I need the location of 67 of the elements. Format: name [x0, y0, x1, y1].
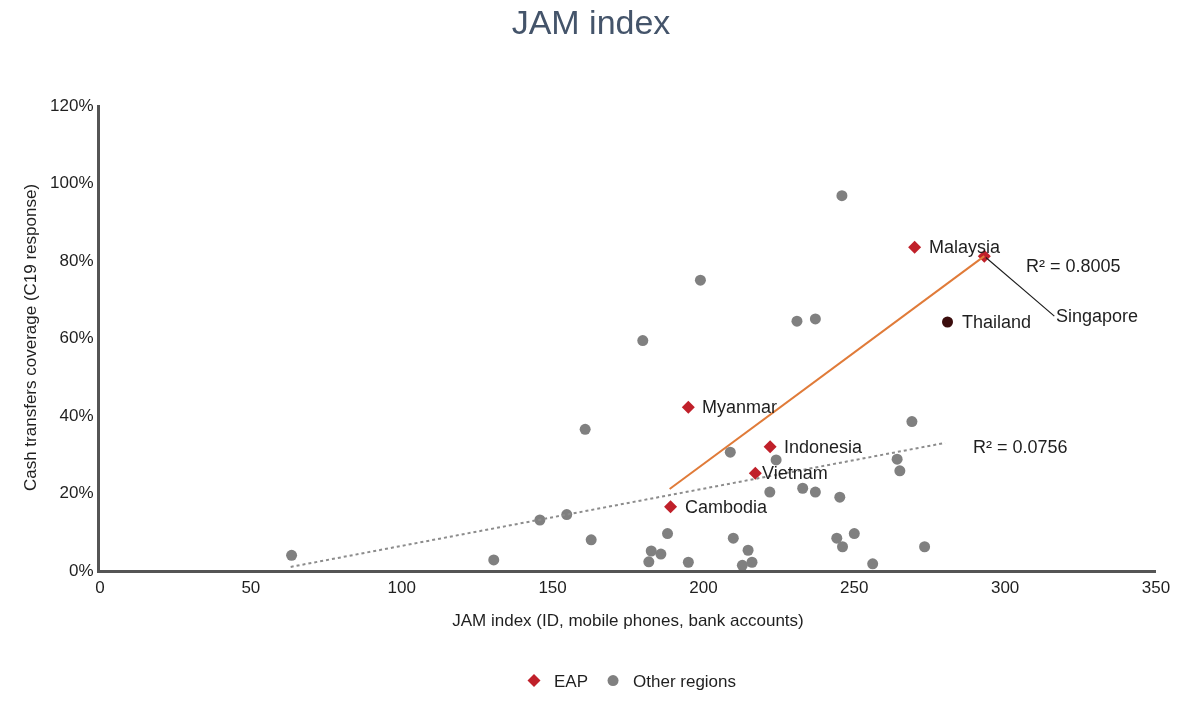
- point: [809, 486, 821, 498]
- y-axis-title: Cash transfers coverage (C19 response): [20, 183, 40, 492]
- point: [848, 528, 860, 540]
- point: [742, 544, 754, 556]
- point: [724, 446, 736, 458]
- x-tick-label: 200: [689, 578, 718, 598]
- point: [836, 190, 848, 202]
- point: [791, 315, 803, 327]
- annotation: R² = 0.8005: [1026, 256, 1121, 276]
- x-tick-label: 50: [241, 578, 261, 598]
- point: [831, 532, 843, 544]
- x-tick-label: 250: [840, 578, 869, 598]
- annotation: Vietnam: [762, 463, 828, 483]
- x-axis-title: JAM index (ID, mobile phones, bank accounts): [452, 610, 804, 630]
- legend-label: Other regions: [633, 672, 737, 692]
- annotation: Indonesia: [784, 437, 864, 457]
- point: [682, 556, 694, 568]
- point: [942, 316, 954, 328]
- point: [809, 313, 821, 325]
- point: [727, 532, 739, 544]
- y-tick-label: 40%: [59, 405, 94, 425]
- point: [655, 548, 667, 560]
- x-tick-label: 0: [95, 578, 105, 598]
- point: [891, 453, 903, 465]
- x-tick-label: 150: [538, 578, 567, 598]
- legend-label: EAP: [554, 672, 589, 692]
- point: [908, 240, 922, 254]
- y-tick-label: 60%: [59, 328, 94, 348]
- chart-title: JAM index: [511, 3, 671, 42]
- y-tick-label: 20%: [59, 483, 94, 503]
- point: [579, 423, 591, 435]
- point: [748, 466, 762, 480]
- point: [585, 534, 597, 546]
- point: [736, 559, 748, 571]
- y-tick-label: 0%: [69, 560, 94, 580]
- point: [919, 541, 931, 553]
- annotation: Singapore: [1056, 306, 1139, 326]
- point: [746, 556, 758, 568]
- point: [894, 465, 906, 477]
- point: [681, 400, 695, 414]
- annotation: Cambodia: [685, 497, 769, 517]
- y-tick-label: 120%: [50, 95, 94, 115]
- point: [867, 558, 879, 570]
- point: [286, 549, 298, 561]
- annotation: R² = 0.0756: [973, 437, 1068, 457]
- point: [764, 486, 776, 498]
- point: [797, 482, 809, 494]
- x-tick-label: 100: [387, 578, 416, 598]
- point: [694, 274, 706, 286]
- point: [637, 335, 649, 347]
- point: [488, 554, 500, 566]
- annotation: Malaysia: [929, 237, 1002, 257]
- x-tick-label: 300: [990, 578, 1020, 598]
- x-tick-label: 350: [1141, 578, 1171, 598]
- annotation: Thailand: [962, 312, 1032, 332]
- y-tick-label: 80%: [59, 250, 94, 270]
- annotation: Myanmar: [702, 397, 778, 417]
- point: [643, 556, 655, 568]
- point: [837, 541, 849, 553]
- point: [645, 545, 657, 557]
- point: [906, 416, 918, 428]
- point: [664, 500, 678, 514]
- y-tick-label: 100%: [50, 173, 94, 193]
- point: [834, 491, 846, 503]
- point: [662, 528, 674, 540]
- point: [770, 454, 782, 466]
- point: [763, 440, 777, 454]
